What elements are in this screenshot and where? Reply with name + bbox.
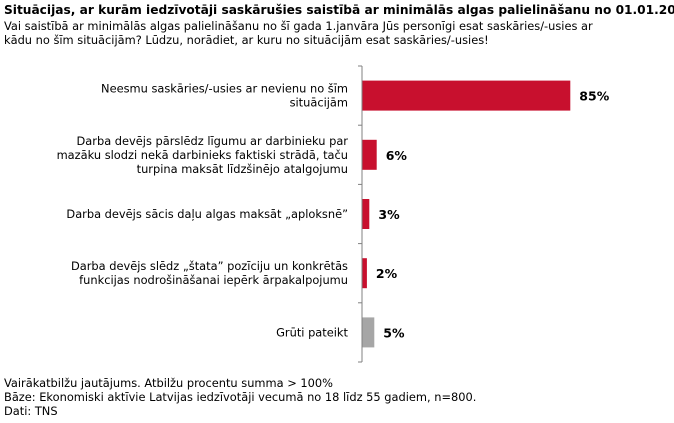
footer-base: Bāze: Ekonomiski aktīvie Latvijas iedzīv… [4, 390, 477, 404]
category-label-0-1: situācijām [290, 96, 348, 110]
category-label-0-0: Neesmu saskāries/-usies ar nevienu no šī… [101, 82, 348, 96]
bar-1 [362, 139, 377, 170]
value-label-3: 2% [376, 266, 398, 281]
value-label-4: 5% [383, 325, 405, 340]
category-label-3-1: funkcijas nodrošināšanai iepērk ārpakalp… [79, 273, 348, 287]
chart-footer: Vairākatbilžu jautājums. Atbilžu procent… [4, 376, 476, 418]
category-label-4-0: Grūti pateikt [276, 325, 348, 339]
value-label-0: 85% [579, 89, 609, 104]
bar-0 [362, 80, 571, 111]
category-label-1-0: Darba devējs pārslēdz līgumu ar darbinie… [77, 134, 349, 148]
category-label-3-0: Darba devējs slēdz „štata” pozīciju un k… [71, 259, 348, 273]
footer-source: Dati: TNS [4, 404, 58, 418]
chart-title: Situācijas, ar kurām iedzīvotāji saskāru… [4, 3, 674, 17]
value-label-2: 3% [378, 207, 400, 222]
bar-4 [362, 317, 375, 348]
value-label-1: 6% [386, 148, 408, 163]
category-label-2-0: Darba devējs sācis daļu algas maksāt „ap… [66, 207, 348, 221]
chart-subtitle: Vai saistībā ar minimālās algas palielin… [4, 19, 593, 47]
category-label-1-1: mazāku slodzi nekā darbinieks faktiski s… [57, 148, 348, 162]
footer-note: Vairākatbilžu jautājums. Atbilžu procent… [4, 376, 333, 390]
bar-2 [362, 199, 370, 229]
bar-3 [362, 258, 367, 289]
category-label-1-2: turpina maksāt līdzšinējo atalgojumu [137, 162, 348, 176]
